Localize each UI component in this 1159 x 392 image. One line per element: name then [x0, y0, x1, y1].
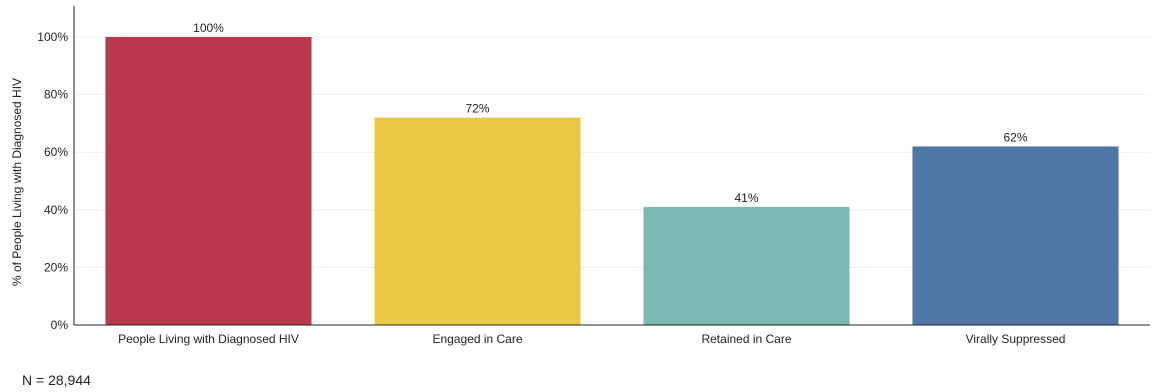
y-tick-label: 60%	[44, 145, 68, 159]
y-tick-label: 100%	[37, 30, 68, 44]
y-tick-label: 40%	[44, 203, 68, 217]
bars	[105, 37, 1119, 325]
bar	[643, 206, 850, 325]
x-category-label: Retained in Care	[701, 332, 791, 346]
bar-value-label: 100%	[193, 21, 224, 35]
bar-value-labels: 100% 72% 41% 62%	[193, 21, 1028, 205]
x-category-label: Virally Suppressed	[966, 332, 1066, 346]
x-axis-categories: People Living with Diagnosed HIV Engaged …	[118, 332, 1065, 346]
sample-size-note: N = 28,944	[22, 372, 91, 388]
y-tick-label: 0%	[51, 318, 69, 332]
bar	[912, 146, 1119, 325]
y-tick-label: 20%	[44, 260, 68, 274]
bar-value-label: 72%	[465, 102, 489, 116]
y-axis-ticks: 0% 20% 40% 60% 80% 100%	[37, 30, 68, 332]
bar-value-label: 62%	[1003, 130, 1027, 144]
x-category-label: Engaged in Care	[432, 332, 522, 346]
y-tick-label: 80%	[44, 88, 68, 102]
x-category-label: People Living with Diagnosed HIV	[118, 332, 299, 346]
bar-value-label: 41%	[734, 191, 758, 205]
y-axis-title: % of People Living with Diagnosed HIV	[10, 78, 24, 286]
bar	[105, 37, 312, 325]
bar	[374, 117, 581, 325]
